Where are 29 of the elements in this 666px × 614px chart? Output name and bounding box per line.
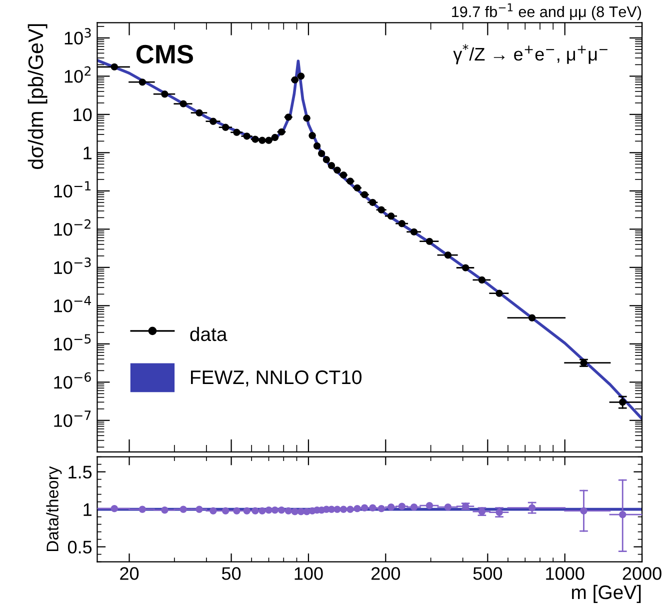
x-tick-label: 100	[294, 567, 323, 580]
x-axis-title: m [GeV]	[572, 584, 641, 604]
y-tick-label: 0.5	[68, 540, 92, 554]
y-tick-label: 10$^{−4}$	[54, 296, 92, 312]
x-tick-label: 20	[120, 567, 139, 580]
x-tick-label: 200	[371, 567, 400, 580]
y-axis-title: Data/theory	[46, 466, 62, 552]
y-tick-label: 10$^{3}$	[64, 28, 91, 45]
y-tick-label: 10$^{−7}$	[54, 410, 91, 427]
x-tick-label: 2000	[622, 567, 662, 580]
y-axis-title: dσ/dm [pb/GeV]	[28, 24, 48, 170]
chart-title: 19.7 fb$^{−1}$ ee and μμ (8 TeV)	[452, 3, 642, 20]
x-tick-label: 500	[473, 567, 502, 580]
y-tick-label: 10	[74, 108, 92, 122]
y-tick-label: 10$^{−6}$	[54, 372, 91, 389]
y-tick-label: 10$^{−1}$	[54, 181, 91, 198]
x-tick-label: 1000	[546, 567, 584, 580]
y-tick-label: 10$^{−5}$	[54, 334, 91, 350]
y-tick-label: 10$^{2}$	[64, 66, 91, 83]
y-tick-label: 1	[84, 146, 92, 160]
annotation: CMS	[136, 44, 193, 64]
y-tick-label: 1	[84, 503, 92, 516]
y-tick-label: 10$^{−2}$	[54, 219, 90, 236]
legend-label: data	[190, 326, 228, 342]
x-tick-label: 50	[222, 567, 241, 580]
y-tick-label: 1.5	[68, 466, 92, 479]
y-tick-label: 10$^{−3}$	[54, 258, 91, 274]
legend-label: FEWZ, NNLO CT10	[191, 370, 362, 386]
text: γ$^{*}$/Z → e$^{+}$e$^{−}$, μ$^{+}$μ$^{−}$	[453, 44, 608, 64]
